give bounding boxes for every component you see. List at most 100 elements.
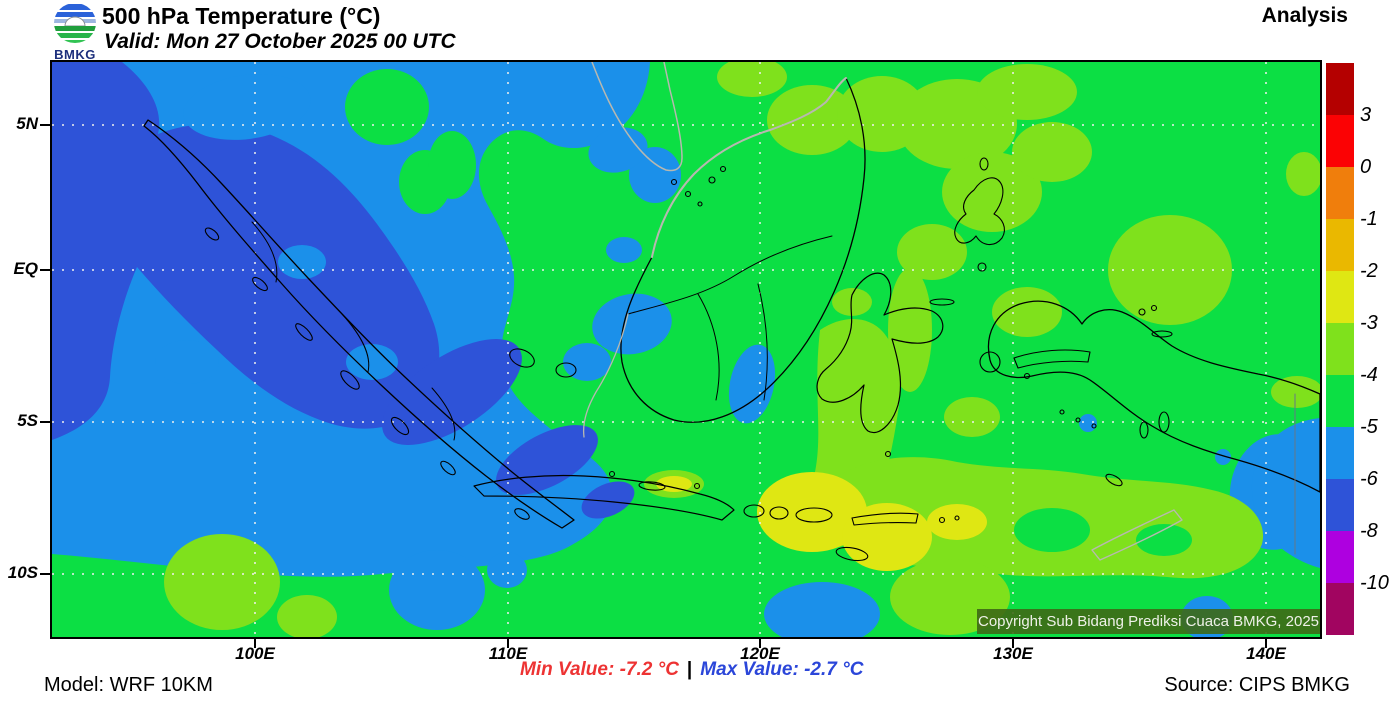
lat-tick-label: 5N: [16, 114, 38, 133]
island-outline: [390, 416, 410, 436]
lat-tick: [40, 269, 50, 271]
border-sarawak: [582, 313, 629, 438]
coastline-borneo-foreign: [651, 77, 847, 258]
island-outline: [938, 516, 946, 524]
temp-band-region: [277, 595, 337, 637]
source-label: Source: CIPS BMKG: [1164, 674, 1350, 696]
lon-tick: [254, 639, 256, 648]
lon-tick-label: 130E: [993, 644, 1033, 663]
coastline-timor: [1091, 509, 1183, 561]
temp-band-region: [592, 293, 672, 355]
temp-band-region: [888, 268, 932, 392]
temp-band-region: [942, 152, 1042, 232]
island-outline: [340, 370, 360, 390]
temp-band-region: [164, 534, 280, 630]
temp-band-region: [389, 550, 485, 630]
temp-band-region: [842, 503, 932, 571]
island-outline: [514, 508, 530, 520]
province-border: [341, 313, 370, 373]
lon-tick: [1012, 639, 1014, 648]
island-outline: [608, 470, 616, 478]
lon-tick-label: 120E: [740, 644, 780, 663]
province-border: [697, 293, 720, 401]
lat-tick: [40, 421, 50, 423]
island-outline: [204, 227, 220, 241]
min-value-label: Min Value: -7.2 °C: [520, 659, 679, 680]
island-outline: [884, 450, 892, 458]
temp-band-region: [183, 74, 311, 140]
map-canvas: [50, 60, 1322, 639]
colorbar-segment: [1326, 427, 1354, 479]
colorbar-segment: [1326, 115, 1354, 167]
coastline-sumatra: [143, 119, 575, 529]
lon-tick: [759, 639, 761, 648]
temp-band-region: [1012, 122, 1092, 182]
island-outline: [1059, 409, 1065, 415]
coastline-malaya: [591, 62, 683, 172]
island-outline: [743, 504, 765, 518]
temp-band-region: [992, 287, 1062, 337]
temp-band-region: [767, 85, 857, 155]
colorbar-boundary-label: -1: [1360, 208, 1378, 230]
temp-band-region: [832, 288, 872, 316]
colorbar-segment: [1326, 375, 1354, 427]
temp-band-region: [563, 343, 611, 381]
lat-tick-label: EQ: [13, 259, 38, 278]
province-border: [251, 221, 278, 283]
bmkg-logo-graphic: [54, 3, 96, 43]
colorbar-boundary-label: -2: [1360, 260, 1378, 282]
temp-band-region: [1079, 414, 1097, 432]
lat-tick: [40, 573, 50, 575]
temp-band-region: [1108, 215, 1232, 325]
temp-band-region: [1014, 508, 1090, 552]
minmax-separator: |: [686, 659, 693, 680]
island-outline: [1150, 304, 1158, 312]
island-outline: [638, 481, 666, 491]
coastline-halmahera: [954, 177, 1005, 246]
coastline-java: [473, 474, 735, 521]
temp-band-region: [1286, 152, 1320, 196]
island-outline: [719, 165, 727, 173]
colorbar-boundary-label: 0: [1360, 156, 1372, 178]
temp-band-region: [897, 224, 967, 280]
colorbar-boundary-label: -4: [1360, 364, 1378, 386]
temp-band-region: [1251, 418, 1320, 568]
temp-band-region: [155, 340, 219, 384]
island-outline: [954, 515, 960, 521]
temp-band-region: [927, 504, 987, 540]
temperature-field-map: [52, 62, 1320, 637]
temp-band-region: [345, 69, 429, 145]
island-outline: [835, 546, 869, 562]
island-outline: [670, 178, 678, 186]
minmax-line: Min Value: -7.2 °C | Max Value: -2.7 °C: [520, 659, 863, 681]
province-border: [431, 387, 456, 441]
island-outline: [295, 323, 313, 341]
coastline-seram: [1013, 349, 1091, 369]
island-outline: [977, 262, 987, 272]
island-outline: [769, 506, 789, 520]
temp-band-region: [757, 472, 867, 552]
island-outline: [1138, 308, 1146, 316]
coastline-sulawesi: [816, 272, 944, 434]
temp-band-region: [629, 147, 681, 203]
temp-band-region: [764, 582, 880, 637]
colorbar-boundary-label: -5: [1360, 416, 1378, 438]
bmkg-logo: BMKG: [46, 2, 104, 62]
valid-time-label: Valid: Mon 27 October 2025 00 UTC: [104, 30, 456, 53]
island-outline: [979, 157, 989, 171]
lat-tick: [40, 124, 50, 126]
island-outline: [1091, 423, 1097, 429]
colorbar-segment: [1326, 271, 1354, 323]
colorbar-segment: [1326, 167, 1354, 219]
model-label: Model: WRF 10KM: [44, 674, 213, 696]
colorbar-segment: [1326, 531, 1354, 583]
province-border: [757, 283, 768, 401]
colorbar-boundary-label: -3: [1360, 312, 1378, 334]
temp-band-region: [278, 245, 326, 279]
lon-tick: [1265, 639, 1267, 648]
lat-tick-label: 10S: [7, 563, 38, 582]
bmkg-logo-label: BMKG: [54, 47, 96, 62]
island-outline: [708, 176, 716, 184]
colorbar-segment: [1326, 63, 1354, 115]
